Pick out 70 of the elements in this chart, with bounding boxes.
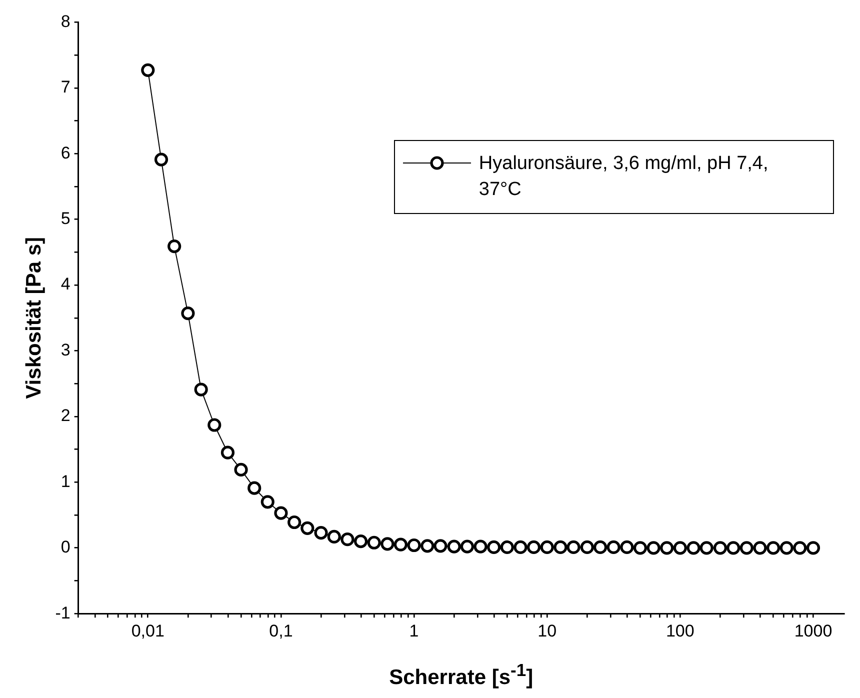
point — [288, 515, 302, 530]
point — [766, 541, 780, 555]
point — [633, 541, 648, 555]
point — [580, 540, 594, 554]
point — [367, 536, 381, 550]
y-tick-label: 4 — [60, 274, 70, 294]
point — [686, 541, 700, 555]
point — [354, 534, 368, 548]
point — [274, 506, 288, 520]
point — [154, 152, 168, 166]
point — [487, 540, 501, 554]
point — [141, 63, 155, 77]
point — [314, 526, 328, 540]
point — [194, 382, 208, 396]
y-axis-title: Viskosität [Pa s] — [22, 236, 46, 399]
x-tick-label: 1000 — [794, 621, 832, 640]
point — [780, 541, 794, 555]
point — [434, 539, 448, 553]
point — [340, 532, 354, 546]
point — [806, 541, 820, 555]
point — [208, 418, 222, 432]
y-tick-label: -1 — [55, 603, 70, 622]
point — [540, 540, 554, 554]
y-tick-label: 8 — [60, 12, 70, 31]
point — [740, 541, 754, 555]
y-tick-label: 1 — [60, 472, 70, 491]
point — [447, 540, 461, 554]
y-tick-label: 3 — [60, 340, 70, 360]
x-tick-label: 0,1 — [269, 621, 293, 640]
point — [514, 540, 528, 554]
x-tick-label: 100 — [666, 621, 694, 640]
point — [380, 537, 394, 551]
point — [660, 541, 674, 555]
point — [300, 521, 314, 535]
x-tick-label: 10 — [538, 621, 557, 640]
point — [407, 538, 421, 552]
y-tick-label: 7 — [60, 78, 70, 97]
point — [220, 446, 235, 460]
point — [593, 540, 608, 554]
point — [554, 540, 568, 554]
y-tick-label: 0 — [60, 538, 70, 557]
legend-label: Hyaluronsäure, 3,6 mg/ml, pH 7,4, 37°C — [478, 152, 770, 202]
point — [168, 239, 182, 254]
point — [620, 540, 634, 554]
point — [420, 539, 434, 553]
y-tick-label: 5 — [60, 209, 70, 228]
point — [793, 541, 807, 555]
point — [248, 481, 262, 495]
point — [327, 530, 341, 544]
point — [394, 538, 408, 552]
y-tick-label: 2 — [60, 406, 70, 426]
x-tick-label: 1 — [409, 621, 419, 640]
point — [500, 540, 514, 554]
point — [713, 541, 728, 555]
point — [606, 540, 620, 554]
point — [234, 462, 248, 476]
point — [700, 541, 714, 555]
point — [673, 541, 687, 555]
point — [646, 541, 660, 555]
point — [753, 541, 767, 555]
point — [526, 540, 541, 554]
point — [460, 540, 474, 554]
point — [566, 540, 580, 554]
point — [181, 306, 195, 320]
point — [474, 540, 488, 554]
y-tick-label: 6 — [60, 143, 70, 162]
point — [726, 541, 740, 555]
point — [260, 495, 274, 509]
x-tick-label: 0,01 — [131, 621, 164, 640]
x-axis-title: Scherrate [s$^{-1}$] — [388, 660, 534, 690]
